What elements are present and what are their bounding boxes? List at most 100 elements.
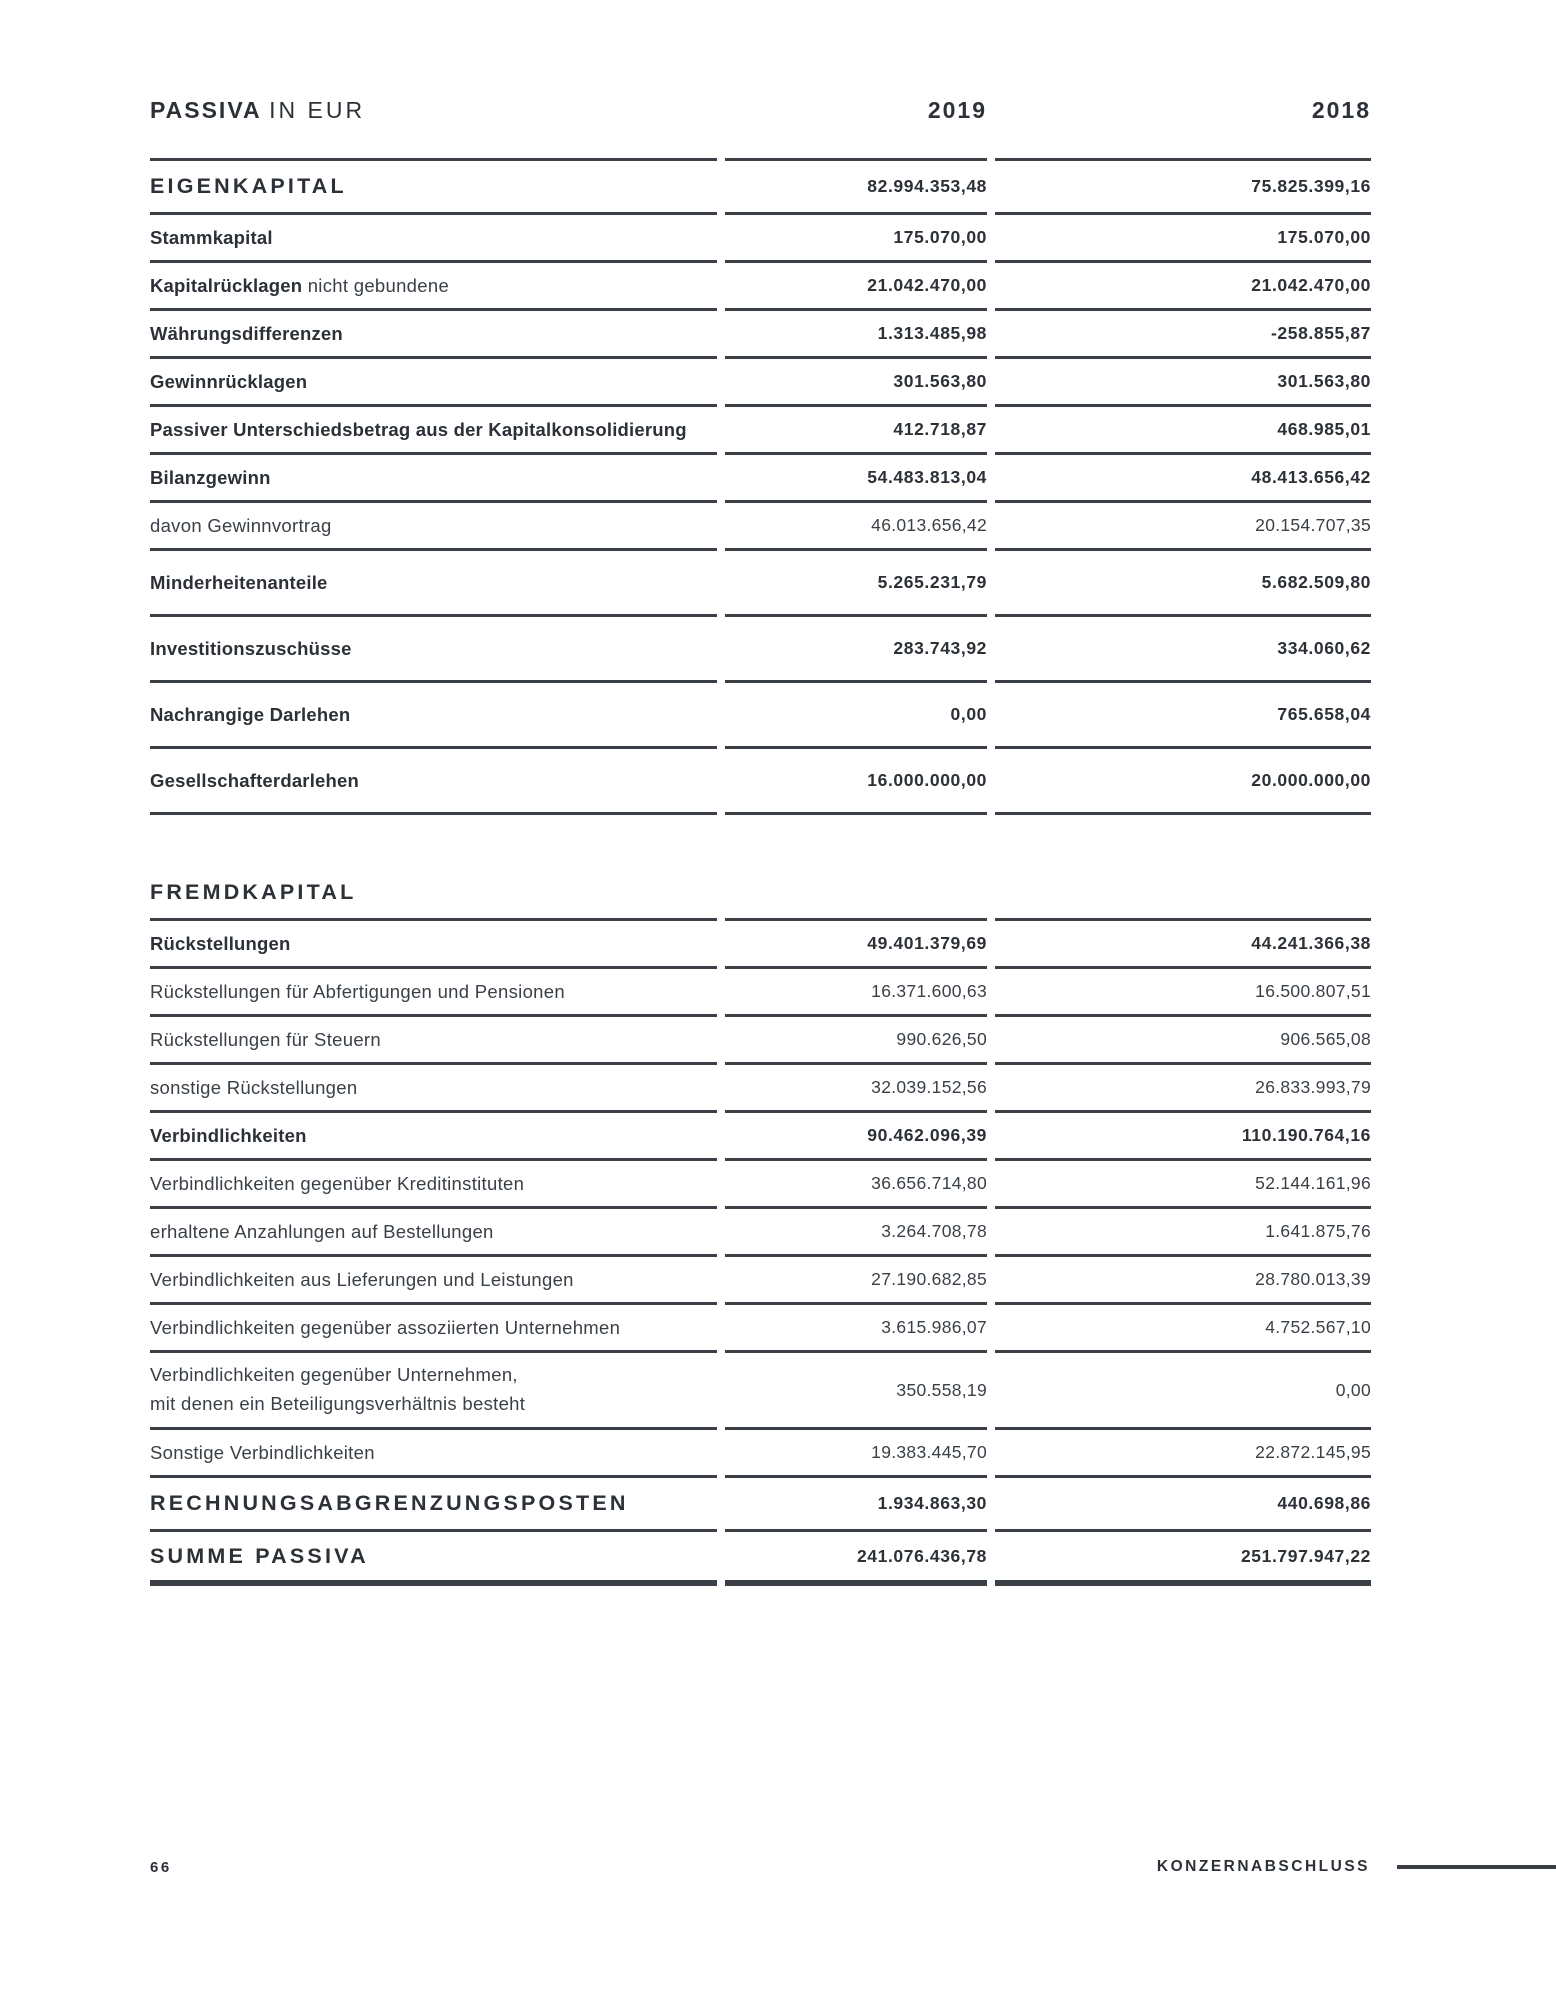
row-value-2019: 301.563,80 xyxy=(725,359,987,407)
page-title: PASSIVA IN EUR xyxy=(150,95,717,161)
row-value-2019: 3.264.708,78 xyxy=(725,1209,987,1257)
row-label: Rückstellungen für Abfertigungen und Pen… xyxy=(150,969,717,1017)
column-header-2019: 2019 xyxy=(725,95,987,161)
row-label: Minderheitenanteile xyxy=(150,551,717,617)
row-value-2019: 54.483.813,04 xyxy=(725,455,987,503)
table-row: RECHNUNGSABGRENZUNGSPOSTEN 1.934.863,30 44… xyxy=(150,1478,1371,1532)
section-gap-cell xyxy=(150,815,1371,867)
row-value-2019: 1.313.485,98 xyxy=(725,311,987,359)
page-title-unit: IN EUR xyxy=(269,97,366,123)
row-value-2019: 46.013.656,42 xyxy=(725,503,987,551)
table-row: Verbindlichkeiten aus Lieferungen und Le… xyxy=(150,1257,1371,1305)
table-row: Verbindlichkeiten gegenüber assoziierten… xyxy=(150,1305,1371,1353)
row-value-2018: 16.500.807,51 xyxy=(995,969,1371,1017)
row-value-2019: 90.462.096,39 xyxy=(725,1113,987,1161)
row-label: Bilanzgewinn xyxy=(150,455,717,503)
row-label: Gesellschafterdarlehen xyxy=(150,749,717,815)
row-label: Verbindlichkeiten gegenüber Kreditinstit… xyxy=(150,1161,717,1209)
row-value-2019: 350.558,19 xyxy=(725,1353,987,1430)
table-row: Rückstellungen für Steuern 990.626,50 906.… xyxy=(150,1017,1371,1065)
row-value-2019 xyxy=(725,867,987,921)
row-value-2018: 765.658,04 xyxy=(995,683,1371,749)
table-row: Gewinnrücklagen 301.563,80 301.563,80 xyxy=(150,359,1371,407)
balance-sheet: PASSIVA IN EUR 2019 2018 EIGENKAPITAL 82.… xyxy=(150,95,1371,1586)
row-value-2019: 21.042.470,00 xyxy=(725,263,987,311)
row-label: sonstige Rückstellungen xyxy=(150,1065,717,1113)
row-label: Verbindlichkeiten gegenüber assoziierten… xyxy=(150,1305,717,1353)
row-value-2018: 28.780.013,39 xyxy=(995,1257,1371,1305)
row-value-2019: 36.656.714,80 xyxy=(725,1161,987,1209)
table-row: sonstige Rückstellungen 32.039.152,56 26.8… xyxy=(150,1065,1371,1113)
table-row: Verbindlichkeiten gegenüber Unternehmen,… xyxy=(150,1353,1371,1430)
row-value-2019: 990.626,50 xyxy=(725,1017,987,1065)
page-number: 66 xyxy=(150,1858,172,1876)
table-row: Investitionszuschüsse 283.743,92 334.060,6… xyxy=(150,617,1371,683)
row-value-2018: 5.682.509,80 xyxy=(995,551,1371,617)
section-gap xyxy=(150,815,1371,867)
row-value-2019: 32.039.152,56 xyxy=(725,1065,987,1113)
table-row: Nachrangige Darlehen 0,00 765.658,04 xyxy=(150,683,1371,749)
row-value-2018: 21.042.470,00 xyxy=(995,263,1371,311)
row-value-2019: 82.994.353,48 xyxy=(725,161,987,215)
table-row: erhaltene Anzahlungen auf Bestellungen 3.… xyxy=(150,1209,1371,1257)
table-row: Gesellschafterdarlehen 16.000.000,00 20.00… xyxy=(150,749,1371,815)
row-value-2019: 1.934.863,30 xyxy=(725,1478,987,1532)
row-value-2019: 49.401.379,69 xyxy=(725,921,987,969)
row-value-2018: 110.190.764,16 xyxy=(995,1113,1371,1161)
row-value-2019: 27.190.682,85 xyxy=(725,1257,987,1305)
row-value-2019: 3.615.986,07 xyxy=(725,1305,987,1353)
table-row: Rückstellungen für Abfertigungen und Pen… xyxy=(150,969,1371,1017)
table-row: EIGENKAPITAL 82.994.353,48 75.825.399,16 xyxy=(150,161,1371,215)
row-value-2018: 251.797.947,22 xyxy=(995,1532,1371,1586)
row-label-suffix: nicht gebundene xyxy=(302,274,450,296)
row-value-2018 xyxy=(995,867,1371,921)
row-label: FREMDKAPITAL xyxy=(150,867,717,921)
row-label: Kapitalrücklagen nicht gebundene xyxy=(150,263,717,311)
row-value-2018: 1.641.875,76 xyxy=(995,1209,1371,1257)
table-row: Verbindlichkeiten gegenüber Kreditinstit… xyxy=(150,1161,1371,1209)
table-row: Passiver Unterschiedsbetrag aus der Kapi… xyxy=(150,407,1371,455)
row-value-2018: 26.833.993,79 xyxy=(995,1065,1371,1113)
footer-rule xyxy=(1397,1865,1556,1869)
table-row: Währungsdifferenzen 1.313.485,98 -258.855,… xyxy=(150,311,1371,359)
row-label: Investitionszuschüsse xyxy=(150,617,717,683)
row-value-2018: 75.825.399,16 xyxy=(995,161,1371,215)
row-label-line2: mit denen ein Beteiligungsverhältnis bes… xyxy=(150,1393,526,1414)
row-label: SUMME PASSIVA xyxy=(150,1532,717,1586)
table-header-row: PASSIVA IN EUR 2019 2018 xyxy=(150,95,1371,161)
column-header-2018: 2018 xyxy=(995,95,1371,161)
row-value-2018: 22.872.145,95 xyxy=(995,1430,1371,1478)
row-value-2018: 20.154.707,35 xyxy=(995,503,1371,551)
row-label: Verbindlichkeiten xyxy=(150,1113,717,1161)
row-value-2019: 16.000.000,00 xyxy=(725,749,987,815)
row-value-2018: 48.413.656,42 xyxy=(995,455,1371,503)
table-row: Kapitalrücklagen nicht gebundene 21.042.4… xyxy=(150,263,1371,311)
row-label: Stammkapital xyxy=(150,215,717,263)
row-value-2019: 241.076.436,78 xyxy=(725,1532,987,1586)
row-value-2019: 19.383.445,70 xyxy=(725,1430,987,1478)
table-row: Verbindlichkeiten 90.462.096,39 110.190.76… xyxy=(150,1113,1371,1161)
row-label: davon Gewinnvortrag xyxy=(150,503,717,551)
passiva-table: PASSIVA IN EUR 2019 2018 EIGENKAPITAL 82.… xyxy=(142,95,1379,1586)
row-value-2018: 44.241.366,38 xyxy=(995,921,1371,969)
page-title-bold: PASSIVA xyxy=(150,97,261,123)
row-value-2018: 175.070,00 xyxy=(995,215,1371,263)
row-value-2018: 468.985,01 xyxy=(995,407,1371,455)
row-label: EIGENKAPITAL xyxy=(150,161,717,215)
row-value-2018: 4.752.567,10 xyxy=(995,1305,1371,1353)
row-value-2018: 52.144.161,96 xyxy=(995,1161,1371,1209)
row-value-2018: 906.565,08 xyxy=(995,1017,1371,1065)
table-row: davon Gewinnvortrag 46.013.656,42 20.154.7… xyxy=(150,503,1371,551)
table-row: SUMME PASSIVA 241.076.436,78 251.797.947,2… xyxy=(150,1532,1371,1586)
row-value-2018: 440.698,86 xyxy=(995,1478,1371,1532)
row-label: Nachrangige Darlehen xyxy=(150,683,717,749)
row-value-2018: 301.563,80 xyxy=(995,359,1371,407)
row-label: Rückstellungen für Steuern xyxy=(150,1017,717,1065)
row-value-2019: 0,00 xyxy=(725,683,987,749)
page-footer: 66 KONZERNABSCHLUSS xyxy=(150,1858,1556,1876)
footer-chapter-label: KONZERNABSCHLUSS xyxy=(1156,1858,1370,1875)
row-value-2019: 412.718,87 xyxy=(725,407,987,455)
row-value-2019: 283.743,92 xyxy=(725,617,987,683)
table-body: EIGENKAPITAL 82.994.353,48 75.825.399,16 St… xyxy=(150,161,1371,1586)
